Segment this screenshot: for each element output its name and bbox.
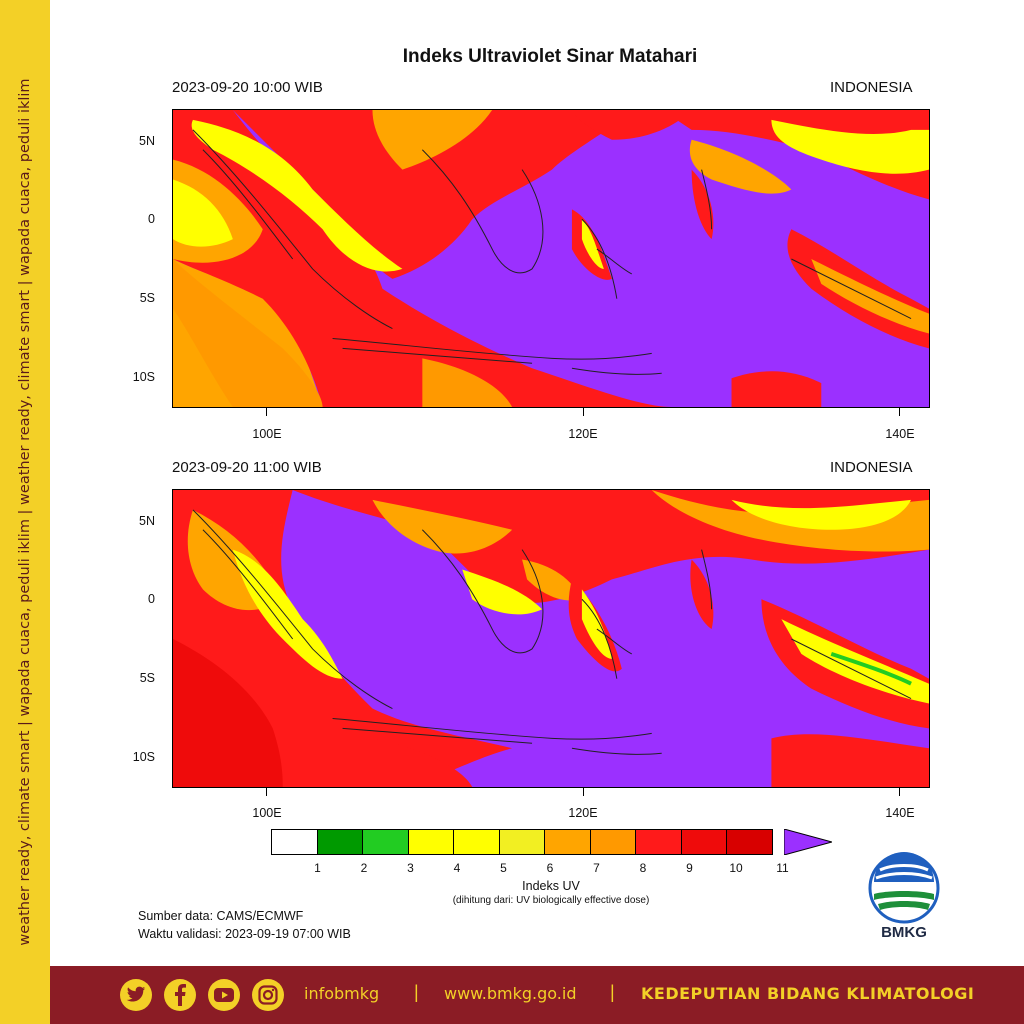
legend-value: 1 xyxy=(314,861,321,875)
panel-1-lat-0: 0 xyxy=(148,212,155,226)
legend-value: 4 xyxy=(453,861,461,875)
youtube-icon[interactable] xyxy=(208,979,240,1011)
legend-value: 7 xyxy=(593,861,600,875)
footer-handle[interactable]: infobmkg xyxy=(304,984,380,1003)
twitter-icon[interactable] xyxy=(120,979,152,1011)
facebook-icon[interactable] xyxy=(164,979,196,1011)
legend-value: 6 xyxy=(546,861,554,875)
bmkg-logo-text: BMKG xyxy=(881,924,927,941)
legend-value: 2 xyxy=(360,861,368,875)
legend-value: 8 xyxy=(639,861,647,875)
side-banner: weather ready, climate smart | wapada cu… xyxy=(0,0,50,1024)
footer-department: KEDEPUTIAN BIDANG KLIMATOLOGI xyxy=(641,984,975,1003)
footer-website[interactable]: www.bmkg.go.id xyxy=(444,984,577,1003)
legend-swatch xyxy=(589,829,636,855)
tick xyxy=(266,788,267,796)
panel-1-lon-100e: 100E xyxy=(252,427,282,441)
legend-value: 3 xyxy=(407,861,414,875)
uv-map-panel-2 xyxy=(172,489,930,788)
legend-swatch xyxy=(362,829,409,855)
footer-separator: | xyxy=(610,982,615,1002)
panel-2-lon-120e: 120E xyxy=(568,806,598,820)
footer-separator: | xyxy=(414,982,419,1002)
side-banner-text: weather ready, climate smart | wapada cu… xyxy=(17,78,33,946)
legend-swatch xyxy=(498,829,545,855)
panel-1-lon-140e: 140E xyxy=(885,427,915,441)
legend-title: Indeks UV xyxy=(522,879,580,893)
page-title: Indeks Ultraviolet Sinar Matahari xyxy=(402,46,698,67)
uv-legend-colorbar xyxy=(271,829,773,855)
tick xyxy=(583,408,584,416)
uv-map-2-svg xyxy=(173,490,929,787)
tick xyxy=(899,788,900,796)
legend-swatch xyxy=(407,829,454,855)
panel-2-lat-5n: 5N xyxy=(139,514,155,528)
legend-value: 11 xyxy=(776,861,789,875)
uv-map-panel-1 xyxy=(172,109,930,408)
panel-2-lat-0: 0 xyxy=(148,592,155,606)
legend-swatch xyxy=(271,829,318,855)
legend-value: 9 xyxy=(686,861,693,875)
legend-arrow-icon xyxy=(784,829,832,855)
panel-2-lat-5s: 5S xyxy=(139,671,155,685)
tick xyxy=(583,788,584,796)
legend-value: 5 xyxy=(500,861,507,875)
data-source: Sumber data: CAMS/ECMWF Waktu validasi: … xyxy=(138,907,351,943)
tick xyxy=(266,408,267,416)
panel-1-lat-5n: 5N xyxy=(139,134,155,148)
legend-subtitle: (dihitung dari: UV biologically effectiv… xyxy=(452,895,650,906)
panel-2-lon-100e: 100E xyxy=(252,806,282,820)
panel-2-lon-140e: 140E xyxy=(885,806,915,820)
legend-swatch xyxy=(453,829,500,855)
source-line-2: Waktu validasi: 2023-09-19 07:00 WIB xyxy=(138,927,351,941)
panel-1-lat-10s: 10S xyxy=(132,370,155,384)
uv-map-1-svg xyxy=(173,110,929,407)
source-line-1: Sumber data: CAMS/ECMWF xyxy=(138,909,304,923)
panel-2-region: INDONESIA xyxy=(830,459,913,476)
legend-swatch xyxy=(726,829,773,855)
panel-1-lat-5s: 5S xyxy=(139,291,155,305)
panel-1-date: 2023-09-20 10:00 WIB xyxy=(172,79,323,96)
legend-swatch xyxy=(316,829,363,855)
legend-swatch xyxy=(635,829,682,855)
panel-1-region: INDONESIA xyxy=(830,79,913,96)
panel-1-lon-120e: 120E xyxy=(568,427,598,441)
legend-swatch xyxy=(544,829,591,855)
legend-swatch xyxy=(680,829,727,855)
panel-2-date: 2023-09-20 11:00 WIB xyxy=(172,459,322,476)
panel-2-lat-10s: 10S xyxy=(132,750,155,764)
instagram-icon[interactable] xyxy=(252,979,284,1011)
bmkg-logo-icon xyxy=(868,852,940,924)
tick xyxy=(899,408,900,416)
legend-value: 10 xyxy=(729,861,743,875)
